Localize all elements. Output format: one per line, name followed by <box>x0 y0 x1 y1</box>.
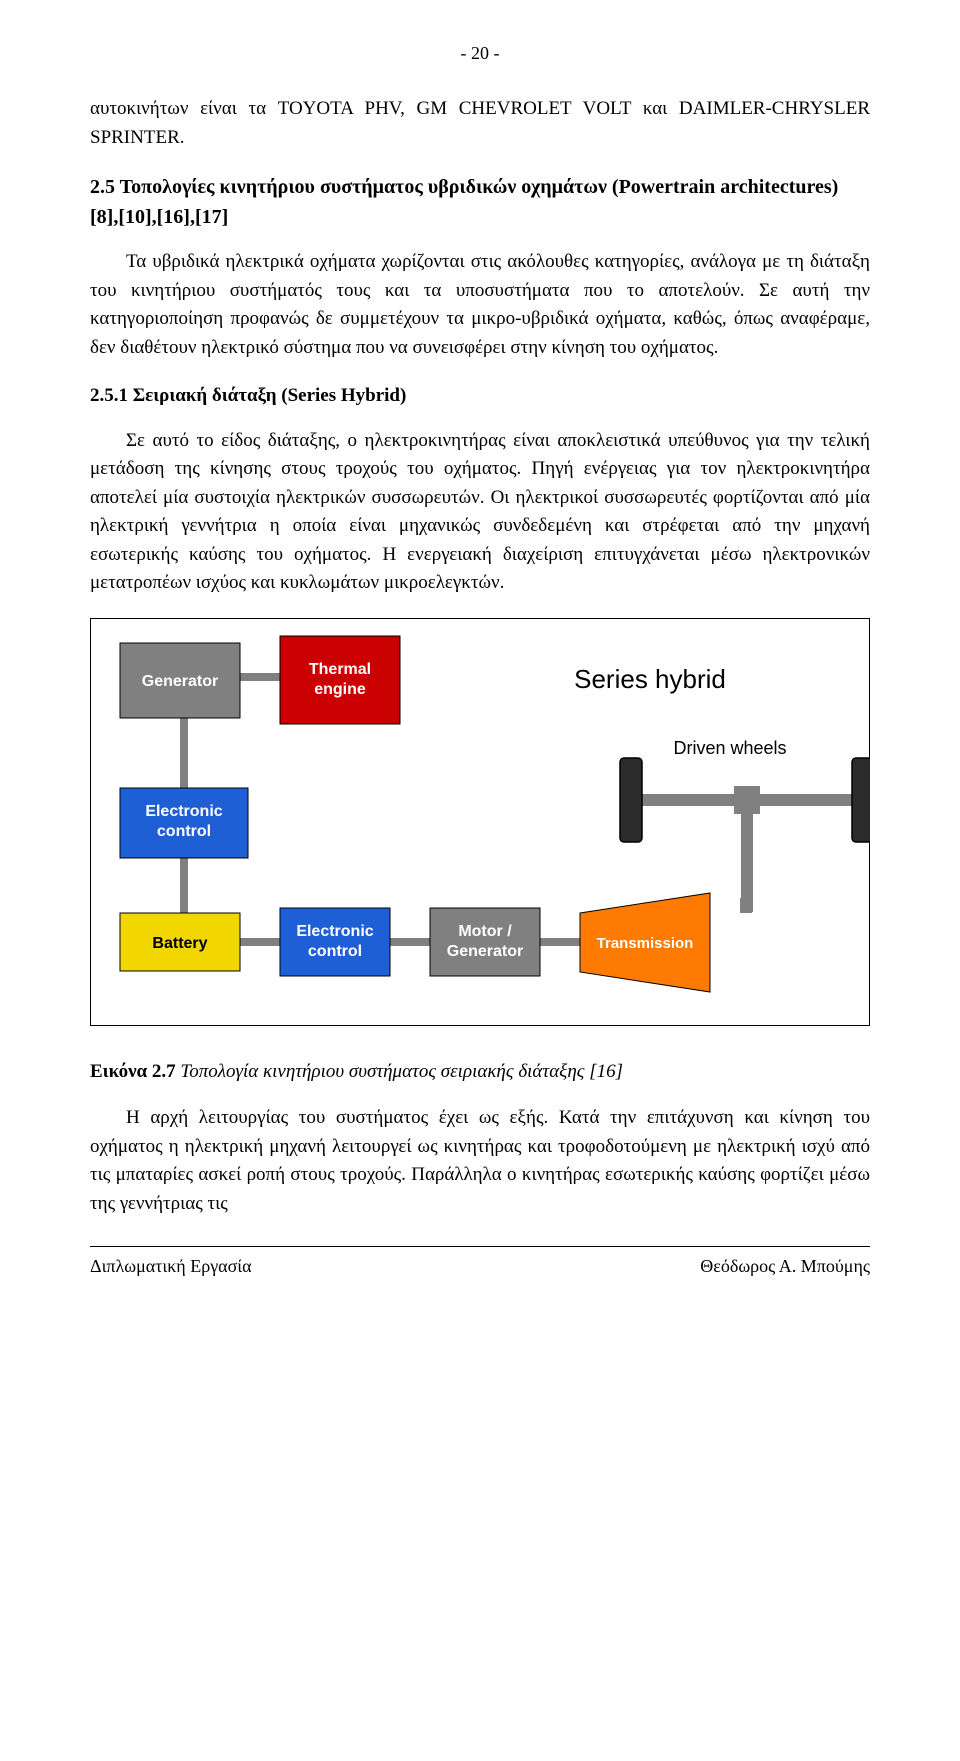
svg-text:Generator: Generator <box>447 943 523 960</box>
svg-text:Motor /: Motor / <box>458 923 512 940</box>
after-caption-paragraph: Η αρχή λειτουργίας του συστήματος έχει ω… <box>90 1104 870 1218</box>
page-footer: Διπλωματική Εργασία Θεόδωρος Α. Μπούμης <box>90 1246 870 1280</box>
svg-text:control: control <box>308 943 362 960</box>
figure-caption: Εικόνα 2.7 Τοπολογία κινητήριου συστήματ… <box>90 1058 870 1087</box>
caption-bold: Εικόνα 2.7 <box>90 1061 176 1082</box>
svg-text:Battery: Battery <box>152 935 207 952</box>
page-number: - 20 - <box>90 40 870 67</box>
intro-paragraph: αυτοκινήτων είναι τα TOYOTA PHV, GM CHEV… <box>90 95 870 152</box>
section-2-5-1-heading: 2.5.1 Σειριακή διάταξη (Series Hybrid) <box>90 382 870 411</box>
caption-italic: Τοπολογία κινητήριου συστήματος σειριακή… <box>176 1061 623 1082</box>
svg-text:Generator: Generator <box>142 673 218 690</box>
section-2-5-paragraph: Τα υβριδικά ηλεκτρικά οχήματα χωρίζονται… <box>90 248 870 362</box>
section-2-5-heading: 2.5 Τοπολογίες κινητήριου συστήματος υβρ… <box>90 172 870 232</box>
svg-text:Thermal: Thermal <box>309 661 371 678</box>
section-2-5-1-paragraph: Σε αυτό το είδος διάταξης, ο ηλεκτροκινη… <box>90 427 870 598</box>
footer-right: Θεόδωρος Α. Μπούμης <box>700 1253 870 1280</box>
footer-left: Διπλωματική Εργασία <box>90 1253 252 1280</box>
svg-text:engine: engine <box>314 681 366 698</box>
svg-text:Transmission: Transmission <box>597 935 694 952</box>
svg-text:Driven wheels: Driven wheels <box>673 738 786 758</box>
svg-text:Series hybrid: Series hybrid <box>574 664 726 694</box>
svg-text:control: control <box>157 823 211 840</box>
svg-text:Electronic: Electronic <box>296 923 373 940</box>
svg-text:Electronic: Electronic <box>145 803 222 820</box>
series-hybrid-diagram: Series hybrid Driven wheels Generator Th… <box>90 618 870 1026</box>
